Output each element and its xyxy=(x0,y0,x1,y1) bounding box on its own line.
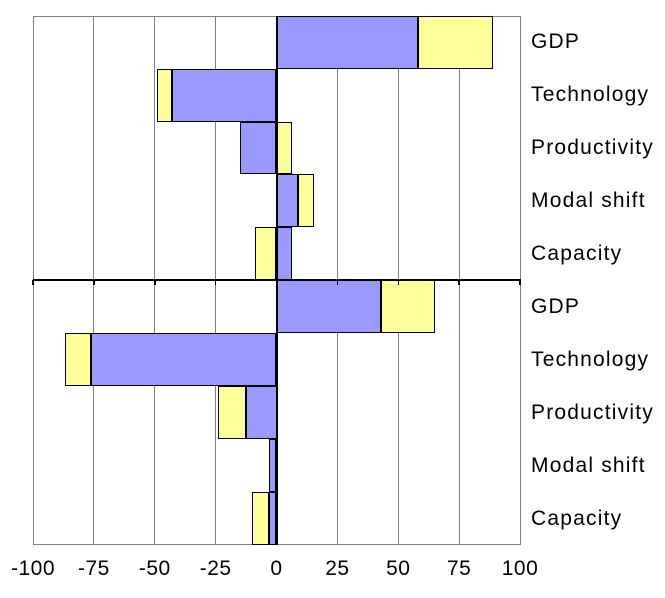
bar-segment-blue xyxy=(269,492,277,545)
x-tick-label: -50 xyxy=(138,557,171,580)
category-label: Modal shift xyxy=(531,453,646,477)
bar-segment-yellow xyxy=(276,121,293,175)
category-label: Technology xyxy=(531,83,650,107)
axis-tick-mark xyxy=(214,280,217,285)
x-tick-label: 0 xyxy=(270,557,283,580)
x-tick-label: 75 xyxy=(446,557,472,580)
bar-segment-yellow xyxy=(417,16,494,69)
axis-tick-mark xyxy=(458,280,460,285)
category-label: GDP xyxy=(531,30,581,54)
bar-segment-blue xyxy=(276,16,418,69)
bar-segment-yellow xyxy=(381,280,435,333)
bar-segment-yellow xyxy=(218,386,247,439)
x-tick-label: 25 xyxy=(325,557,350,580)
axis-tick-mark xyxy=(154,280,156,285)
category-label: Capacity xyxy=(531,506,623,530)
bar-segment-yellow xyxy=(157,68,172,122)
bar-segment-blue xyxy=(246,386,277,439)
x-tick-label: 100 xyxy=(501,557,539,580)
axis-tick-mark xyxy=(32,280,34,285)
bar-segment-blue xyxy=(276,174,299,228)
category-label: GDP xyxy=(531,294,581,318)
x-tick-label: -100 xyxy=(10,557,56,580)
category-label: Productivity xyxy=(531,400,654,424)
axis-tick-mark xyxy=(93,280,95,285)
axis-tick-mark xyxy=(519,280,521,285)
axis-tick-mark xyxy=(336,280,339,285)
axis-tick-mark xyxy=(397,280,399,285)
bar-segment-blue xyxy=(91,333,277,386)
bar-segment-yellow xyxy=(298,174,315,228)
category-label: Technology xyxy=(531,347,650,371)
bar-segment-blue xyxy=(276,227,293,280)
bar-segment-yellow xyxy=(254,227,277,280)
bar-segment-yellow xyxy=(252,492,270,545)
bar-segment-blue xyxy=(269,439,277,492)
bar-segment-yellow xyxy=(64,333,92,386)
bar-segment-blue xyxy=(171,68,277,122)
x-tick-label: -25 xyxy=(199,557,232,580)
x-tick-label: 50 xyxy=(386,557,411,580)
bar-segment-blue xyxy=(239,121,277,175)
bar-segment-blue xyxy=(276,280,382,333)
category-label: Productivity xyxy=(531,136,654,159)
category-label: Capacity xyxy=(531,241,623,265)
x-tick-label: -75 xyxy=(77,557,110,580)
axis-tick-mark xyxy=(275,280,278,285)
category-label: Modal shift xyxy=(531,188,646,212)
